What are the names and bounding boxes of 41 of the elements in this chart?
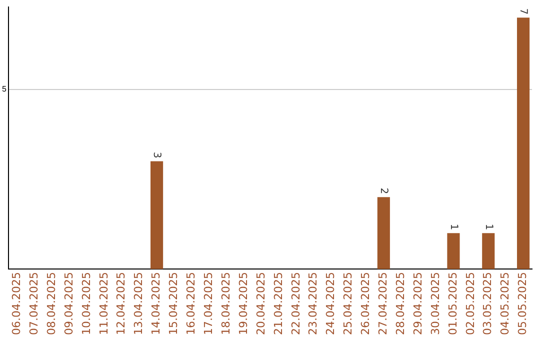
x-tick-label: 19.04.2025 xyxy=(236,272,250,336)
x-tick-label: 24.04.2025 xyxy=(324,272,338,336)
x-tick-label: 15.04.2025 xyxy=(167,272,180,336)
x-tick-label: 20.04.2025 xyxy=(254,272,268,336)
x-tick-label: 29.04.2025 xyxy=(411,272,424,336)
x-tick-label: 26.04.2025 xyxy=(359,272,372,336)
bar xyxy=(516,18,530,270)
x-tick-label: 23.04.2025 xyxy=(306,272,320,336)
x-tick-label: 01.05.2025 xyxy=(446,272,460,336)
bar xyxy=(447,233,460,270)
x-tick-label: 27.04.2025 xyxy=(376,272,390,336)
x-tick-label: 09.04.2025 xyxy=(62,272,76,336)
data-label: 3 xyxy=(151,152,162,158)
bar xyxy=(377,197,390,270)
x-tick-label: 18.04.2025 xyxy=(219,272,232,336)
x-tick-label: 22.04.2025 xyxy=(289,272,302,336)
x-tick-label: 05.05.2025 xyxy=(516,272,530,336)
x-tick-label: 30.04.2025 xyxy=(428,272,442,336)
x-tick-label: 06.04.2025 xyxy=(10,272,24,336)
y-tick-label: 5 xyxy=(2,84,7,94)
x-tick-label: 02.05.2025 xyxy=(464,272,477,336)
x-tick-label: 16.04.2025 xyxy=(184,272,198,336)
bar xyxy=(150,161,164,270)
data-label: 1 xyxy=(482,224,494,230)
x-tick-label: 08.04.2025 xyxy=(44,272,58,336)
x-tick-label: 17.04.2025 xyxy=(202,272,216,336)
x-tick-label: 14.04.2025 xyxy=(150,272,163,336)
x-tick-label: 04.05.2025 xyxy=(498,272,512,336)
bar xyxy=(482,233,495,270)
x-tick-label: 13.04.2025 xyxy=(132,272,146,336)
x-tick-label: 28.04.2025 xyxy=(394,272,407,336)
x-tick-label: 21.04.2025 xyxy=(272,272,285,336)
data-label: 7 xyxy=(518,8,529,15)
x-tick-label: 07.04.2025 xyxy=(27,272,40,336)
data-label: 1 xyxy=(448,224,459,230)
x-tick-label: 11.04.2025 xyxy=(97,272,110,336)
data-label: 2 xyxy=(378,188,390,194)
x-tick-label: 10.04.2025 xyxy=(80,272,93,336)
x-tick-label: 25.04.2025 xyxy=(342,272,355,336)
x-tick-label: 12.04.2025 xyxy=(114,272,128,336)
x-tick-label: 03.05.2025 xyxy=(481,272,494,336)
